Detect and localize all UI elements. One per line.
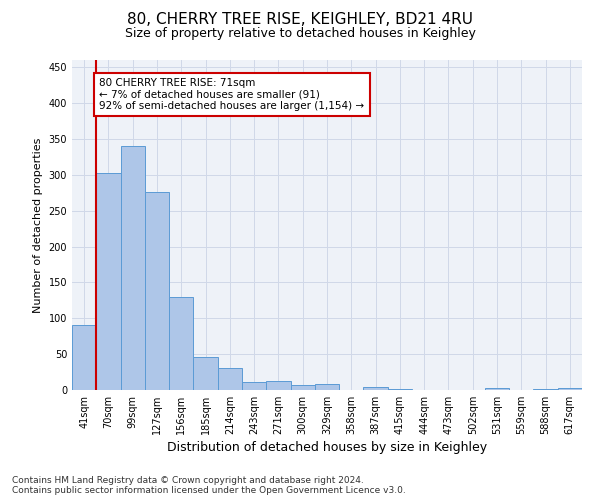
Text: Contains HM Land Registry data © Crown copyright and database right 2024.
Contai: Contains HM Land Registry data © Crown c… (12, 476, 406, 495)
Bar (145, 192, 169, 390)
Bar (558, 388, 582, 390)
Bar (266, 382, 290, 390)
Bar (96, 172, 121, 390)
Bar (218, 368, 242, 390)
Y-axis label: Number of detached properties: Number of detached properties (33, 138, 43, 312)
Bar (169, 296, 193, 390)
Bar (242, 382, 266, 390)
Bar (485, 388, 509, 390)
Bar (364, 387, 388, 390)
Bar (121, 146, 145, 390)
Bar (72, 324, 96, 390)
Bar (290, 385, 315, 390)
Text: 80, CHERRY TREE RISE, KEIGHLEY, BD21 4RU: 80, CHERRY TREE RISE, KEIGHLEY, BD21 4RU (127, 12, 473, 28)
X-axis label: Distribution of detached houses by size in Keighley: Distribution of detached houses by size … (167, 441, 487, 454)
Text: 80 CHERRY TREE RISE: 71sqm
← 7% of detached houses are smaller (91)
92% of semi-: 80 CHERRY TREE RISE: 71sqm ← 7% of detac… (99, 78, 364, 111)
Bar (315, 384, 339, 390)
Bar (193, 357, 218, 390)
Text: Size of property relative to detached houses in Keighley: Size of property relative to detached ho… (125, 28, 475, 40)
Bar (533, 388, 558, 390)
